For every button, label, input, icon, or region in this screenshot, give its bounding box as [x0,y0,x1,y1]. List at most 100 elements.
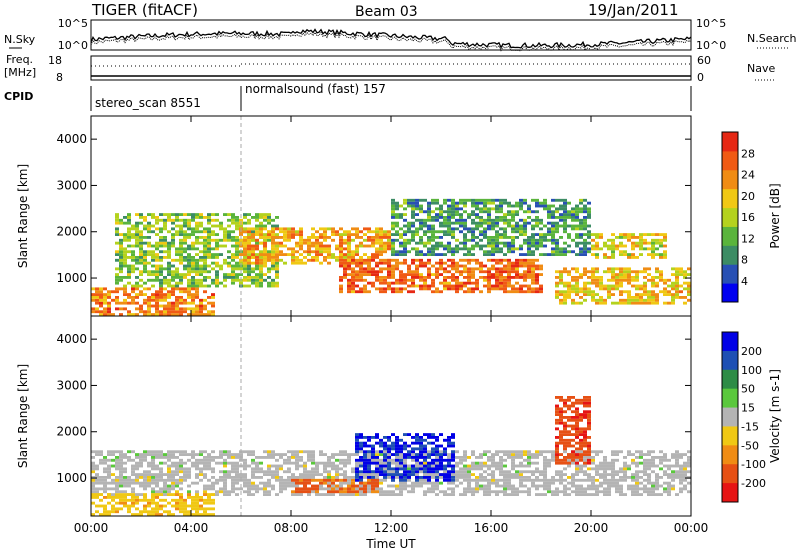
power-cell [351,270,355,274]
velocity-cell [223,464,227,468]
power-cell [351,281,355,285]
power-cell [603,241,607,245]
velocity-cell [391,458,395,462]
power-cell [251,216,255,219]
velocity-cell [195,473,199,476]
velocity-cell [167,478,171,482]
velocity-cell [151,464,155,468]
power-cell [543,238,547,242]
power-cell [559,270,563,274]
velocity-cell [679,487,683,491]
velocity-cell [447,441,451,445]
power-cell [507,247,511,251]
velocity-cell [631,453,635,456]
power-cell [259,267,263,271]
power-cell [495,267,499,271]
power-cell [155,301,159,305]
velocity-cell [631,487,635,491]
power-cell [187,281,191,285]
power-cell [267,281,271,285]
power-cell [251,227,255,231]
power-cell [279,244,283,248]
velocity-cell [323,476,327,479]
velocity-cell [535,456,539,459]
power-cell [459,216,463,219]
power-cell [507,264,511,268]
velocity-cell [271,464,275,468]
power-cell [291,247,295,251]
velocity-cell [475,464,479,468]
velocity-cell [491,476,495,479]
colorbar-tick-label: -200 [741,477,766,490]
velocity-cell [559,418,563,422]
power-cell [95,293,99,296]
power-cell [115,233,119,236]
velocity-cell [495,481,499,485]
power-cell [419,261,423,265]
power-cell [511,250,515,254]
power-cell [191,247,195,251]
power-cell [123,247,127,251]
power-cell [363,290,367,294]
velocity-cell [367,470,371,474]
power-cell [307,247,311,251]
power-cell [343,258,347,262]
power-cell [155,264,159,268]
velocity-cell [647,450,651,454]
power-cell [515,213,519,216]
power-cell [487,221,491,225]
power-cell [583,221,587,225]
velocity-cell [263,481,267,485]
power-cell [139,213,143,216]
velocity-cell [467,484,471,488]
power-cell [99,310,103,314]
velocity-cell [587,450,591,454]
power-cell [499,250,503,254]
power-cell [443,270,447,274]
power-cell [183,301,187,305]
velocity-cell [239,453,243,456]
power-cell [567,236,571,239]
power-cell [431,290,435,294]
power-cell [555,270,559,274]
velocity-cell [259,470,263,474]
power-cell [467,216,471,219]
velocity-cell [435,456,439,459]
power-cell [483,201,487,205]
velocity-cell [455,461,459,465]
power-cell [223,230,227,234]
power-cell [551,247,555,251]
power-cell [511,264,515,268]
power-cell [399,278,403,282]
velocity-cell [95,481,99,485]
velocity-cell [223,481,227,485]
power-cell [575,276,579,279]
power-cell [515,221,519,225]
power-cell [175,250,179,254]
velocity-cell [335,490,339,494]
power-cell [403,201,407,205]
velocity-cell [335,467,339,471]
velocity-cell [167,510,171,514]
power-cell [507,250,511,254]
velocity-cell [179,464,183,468]
velocity-cell [579,487,583,491]
velocity-cell [563,410,567,414]
power-cell [447,227,451,231]
power-cell [247,258,251,262]
velocity-cell [527,464,531,468]
power-cell [651,278,655,282]
power-cell [179,298,183,302]
velocity-cell [567,430,571,434]
velocity-cell [379,478,383,482]
velocity-cell [291,461,295,465]
power-cell [463,218,467,222]
power-cell [495,221,499,225]
power-cell [163,227,167,231]
power-cell [583,207,587,211]
power-cell [519,233,523,236]
power-cell [395,230,399,234]
power-cell [115,307,119,311]
power-cell [411,216,415,219]
power-cell [247,278,251,282]
